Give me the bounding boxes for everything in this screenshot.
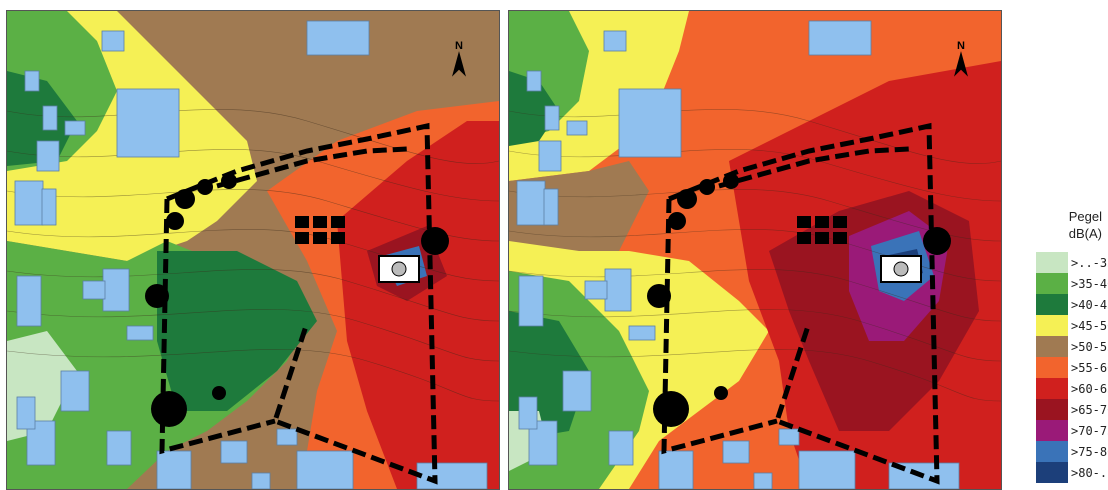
legend-item: >60-65 [1036,378,1108,399]
buildings [516,20,960,489]
legend-title-line2: dB(A) [1068,226,1102,241]
north-arrow-icon: N [452,40,466,77]
noise-sources [145,173,449,427]
legend-swatch [1036,441,1068,462]
legend-label: >45-50 [1071,318,1108,333]
buildings [14,20,488,489]
legend-label: >55-60 [1071,360,1108,375]
legend-label: >..-35 [1071,255,1108,270]
legend-swatch [1036,315,1068,336]
legend-swatch [1036,462,1068,483]
legend-swatch [1036,294,1068,315]
legend-item: >55-60 [1036,357,1108,378]
north-arrow-icon: N [954,40,968,77]
legend-item: >50-55 [1036,336,1108,357]
legend-item: >75-80 [1036,441,1108,462]
legend-title-line1: Pegel [1068,209,1102,224]
site-boundary [661,122,940,485]
legend-swatch [1036,336,1068,357]
site-boundary [159,122,438,485]
legend-label: >40-45 [1071,297,1108,312]
main-source-marker [893,261,909,277]
svg-text:N: N [455,40,463,52]
site-logo [797,216,847,244]
legend-label: >35-40 [1071,276,1108,291]
legend-swatch [1036,378,1068,399]
legend-label: >60-65 [1071,381,1108,396]
legend-item: >40-45 [1036,294,1108,315]
zone-40-45-north [7,71,77,166]
legend-item: >70-75 [1036,420,1108,441]
noise-level-legend: Pegel dB(A) >..-35 >35-40 >40-45 >45-50 >50-… [1036,208,1108,483]
legend-title: Pegel dB(A) [1036,208,1108,242]
noise-sources [647,173,951,427]
zone-60-65 [337,121,499,489]
legend-item: >65-70 [1036,399,1108,420]
legend-swatch [1036,420,1068,441]
noise-map-left-canvas: N [7,11,499,489]
legend-swatch [1036,273,1068,294]
legend-swatch [1036,252,1068,273]
legend-label: >75-80 [1071,444,1108,459]
legend-label: >50-55 [1071,339,1108,354]
contour-lines [509,109,1001,402]
legend-label: >80-.. [1071,465,1108,480]
noise-map-right: N [508,10,1002,490]
legend-swatch [1036,399,1068,420]
main-source-marker [391,261,407,277]
svg-text:N: N [957,40,965,52]
legend-label: >70-75 [1071,423,1108,438]
legend-swatch [1036,357,1068,378]
legend-items: >..-35 >35-40 >40-45 >45-50 >50-55 >55-60 >60-… [1036,252,1108,483]
noise-map-right-canvas: N [509,11,1001,489]
noise-map-left: N [6,10,500,490]
site-logo [295,216,345,244]
legend-item: >80-.. [1036,462,1108,483]
legend-item: >35-40 [1036,273,1108,294]
legend-item: >45-50 [1036,315,1108,336]
legend-item: >..-35 [1036,252,1108,273]
legend-label: >65-70 [1071,402,1108,417]
zone-40-45-south [157,251,317,411]
